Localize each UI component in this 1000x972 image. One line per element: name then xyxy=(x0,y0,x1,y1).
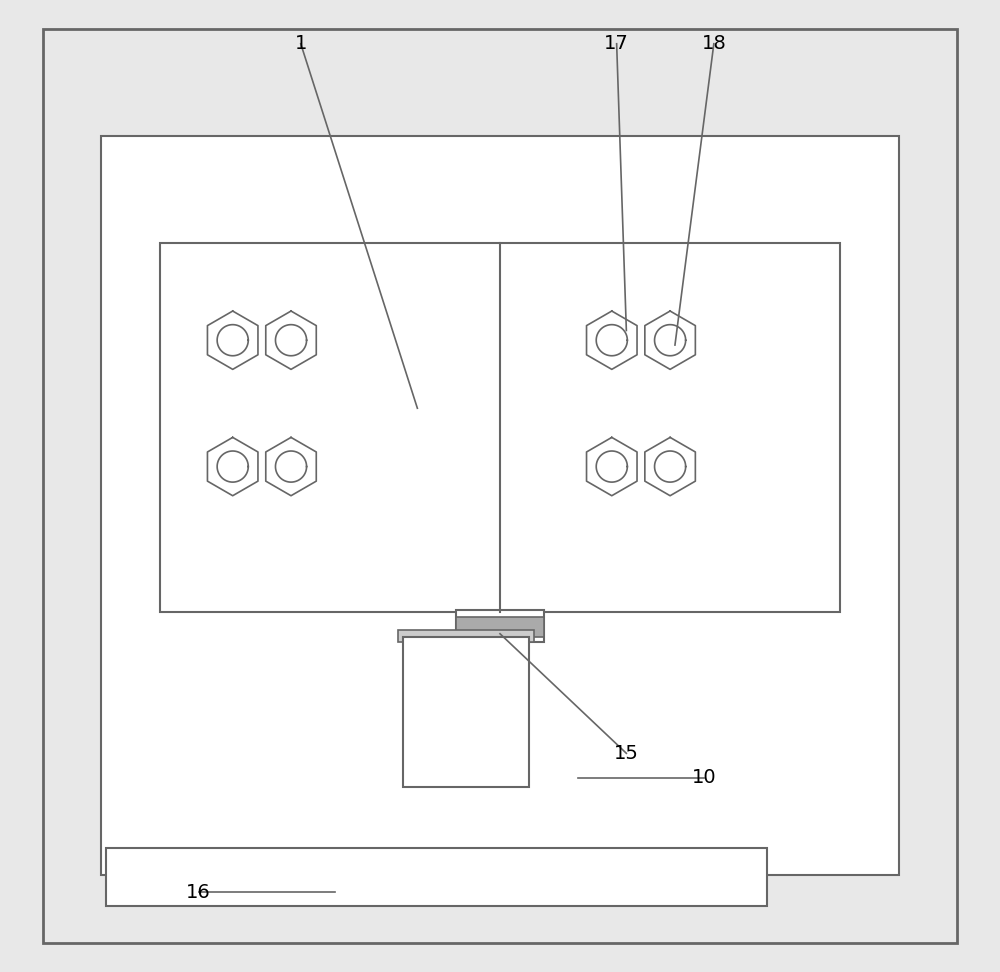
Bar xyxy=(456,617,544,637)
Text: 10: 10 xyxy=(692,768,716,787)
Bar xyxy=(106,848,767,906)
Bar xyxy=(456,610,544,642)
Bar xyxy=(398,630,534,642)
Bar xyxy=(160,243,840,612)
Text: 17: 17 xyxy=(604,34,629,53)
Text: 1: 1 xyxy=(295,34,307,53)
Text: 16: 16 xyxy=(186,883,211,902)
Bar xyxy=(403,637,529,787)
Text: 18: 18 xyxy=(701,34,726,53)
Bar xyxy=(101,136,899,875)
Text: 15: 15 xyxy=(614,744,639,763)
